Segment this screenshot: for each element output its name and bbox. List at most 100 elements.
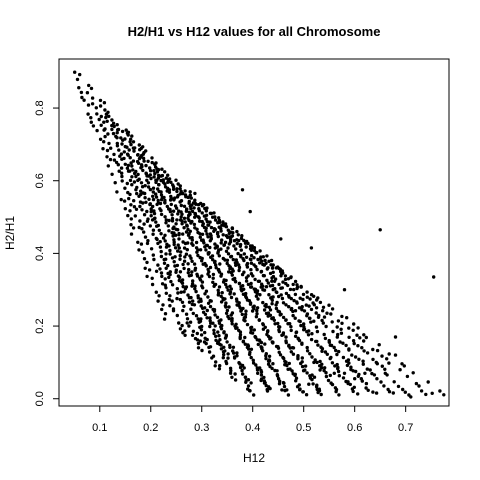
data-point [319,392,323,397]
data-point [212,227,217,231]
data-point [281,301,286,305]
data-point [442,393,446,397]
data-point [312,294,316,298]
data-point [293,309,298,313]
data-point [312,360,316,365]
data-point [179,290,183,294]
data-point [132,149,136,153]
data-point [175,313,179,318]
data-point [310,355,314,359]
data-point [258,249,262,253]
data-point [150,160,154,165]
data-point [266,281,270,285]
data-point [144,163,148,168]
data-point [170,213,174,217]
data-point [128,192,132,197]
data-point [238,362,242,366]
data-point [212,229,216,233]
data-point [230,322,234,326]
data-point [201,286,205,290]
data-point [115,131,119,135]
data-point [163,185,168,189]
data-point [178,253,182,258]
data-point [380,364,384,368]
data-point [274,306,279,311]
data-point [154,220,158,224]
data-point [284,318,288,322]
data-point [215,244,219,248]
data-point [234,258,238,262]
data-point [265,389,270,393]
data-point [362,339,366,343]
data-point [398,368,402,372]
data-point [218,262,222,266]
data-point [231,231,235,235]
data-point [163,283,167,287]
data-point [131,226,136,230]
data-point [170,231,174,235]
data-point [138,148,142,152]
data-point [155,224,159,228]
data-point [149,247,154,251]
data-point [170,283,175,287]
data-point [139,189,143,193]
data-point [120,129,125,134]
data-point [205,316,209,320]
data-point [264,311,269,316]
data-point [171,185,176,189]
data-point [323,366,327,370]
data-point [266,314,270,318]
data-point [183,333,187,337]
data-point [191,311,195,316]
data-point [106,164,111,168]
data-point [289,296,293,301]
data-point [249,253,254,258]
data-point [364,381,369,386]
data-point [328,373,332,378]
data-point [128,178,133,183]
data-point [294,376,299,380]
data-point [187,201,191,205]
data-point [226,252,231,256]
data-point [305,349,310,353]
data-point [255,338,259,342]
data-point [217,334,221,338]
data-point [155,202,159,207]
data-point [172,260,176,264]
data-point [219,343,223,347]
data-point [145,174,149,178]
data-point [143,191,147,196]
data-point [288,346,292,350]
data-point [341,355,346,360]
data-point [233,279,238,283]
data-point [195,338,200,342]
data-point [302,309,307,313]
data-point [259,378,263,383]
data-point [323,336,328,341]
data-point [254,315,259,319]
data-point [225,340,229,344]
data-point [213,218,218,222]
data-point [341,376,346,380]
data-point [134,207,139,211]
data-point [168,209,173,214]
data-point [141,168,145,173]
data-point [102,128,106,132]
data-point [134,174,138,179]
data-point [268,284,273,288]
data-point [190,238,194,242]
data-point [277,382,282,386]
data-point [341,341,345,345]
data-point [127,196,131,201]
data-point [249,328,253,332]
data-point [201,262,205,266]
data-point [280,296,285,301]
data-point [197,300,201,304]
data-point [314,325,319,329]
data-point [363,371,367,375]
data-point [315,339,319,344]
data-point [345,316,349,320]
data-point [330,307,335,311]
data-point [123,162,128,166]
data-point [239,255,243,259]
